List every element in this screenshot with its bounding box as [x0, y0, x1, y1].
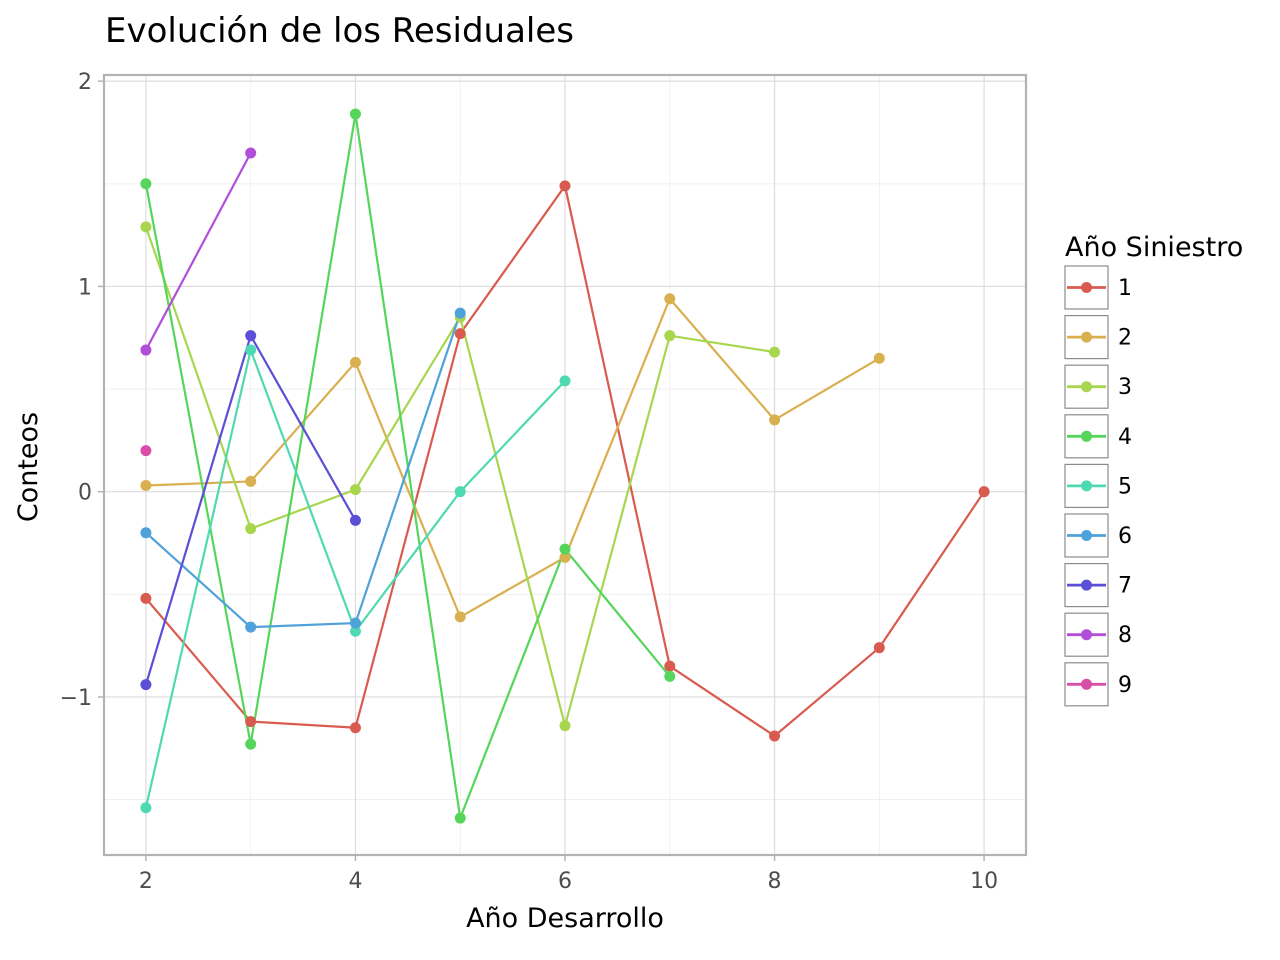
legend-label: 7 [1118, 574, 1132, 599]
data-point-series-2 [873, 352, 885, 364]
data-point-series-4 [664, 670, 676, 682]
data-point-series-7 [349, 514, 361, 526]
x-tick-label: 6 [558, 869, 572, 894]
series-line-6 [145, 312, 462, 629]
y-tick-label: 0 [78, 481, 92, 506]
legend-key-point [1081, 331, 1092, 343]
data-point-series-1 [769, 730, 781, 742]
data-point-series-4 [245, 738, 257, 750]
data-point-series-1 [454, 328, 466, 340]
data-point-series-8 [245, 147, 257, 159]
data-point-series-1 [349, 722, 361, 734]
data-point-series-1 [559, 180, 571, 192]
legend: Año Siniestro 1 2 3 4 5 6 7 8 9 [1064, 232, 1243, 707]
legend-key-point [1081, 282, 1092, 293]
chart-title: Evolución de los Residuales [105, 11, 574, 51]
legend-label: 8 [1118, 623, 1132, 648]
legend-item-6: 6 [1064, 513, 1132, 558]
data-point-series-2 [559, 551, 571, 563]
legend-label: 1 [1118, 276, 1132, 301]
legend-label: 5 [1118, 474, 1132, 499]
data-point-series-5 [349, 625, 361, 637]
legend-title: Año Siniestro [1065, 232, 1243, 263]
x-tick-label: 4 [348, 869, 362, 894]
data-point-series-8 [140, 344, 152, 356]
legend-item-1: 1 [1064, 265, 1132, 310]
data-point-series-3 [769, 346, 781, 358]
series-points [140, 108, 990, 824]
y-axis-ticks: −1 0 1 2 [60, 70, 104, 711]
data-point-series-5 [454, 486, 466, 498]
legend-item-5: 5 [1064, 463, 1132, 508]
data-point-series-6 [454, 307, 466, 319]
data-point-series-1 [664, 660, 676, 672]
legend-label: 2 [1118, 326, 1132, 351]
x-tick-label: 8 [768, 869, 782, 894]
data-point-series-3 [349, 484, 361, 496]
data-point-series-7 [140, 679, 152, 691]
legend-key-point [1081, 430, 1092, 442]
legend-label: 9 [1118, 673, 1132, 698]
legend-key-point [1081, 678, 1092, 690]
y-tick-label: −1 [60, 686, 92, 711]
legend-key-point [1081, 480, 1092, 492]
data-point-series-5 [245, 344, 257, 356]
data-point-series-2 [664, 293, 676, 305]
data-point-series-1 [978, 486, 990, 498]
legend-key-point [1081, 579, 1092, 591]
legend-item-3: 3 [1064, 364, 1132, 409]
x-tick-label: 10 [970, 869, 998, 894]
legend-item-7: 7 [1064, 562, 1132, 608]
y-axis-label: Conteos [13, 412, 44, 522]
series-line-8 [144, 152, 252, 351]
data-point-series-2 [140, 480, 152, 492]
data-point-series-1 [140, 592, 152, 604]
data-point-series-4 [559, 543, 571, 555]
legend-label: 6 [1118, 524, 1132, 549]
x-tick-label: 2 [139, 869, 153, 894]
data-point-series-4 [454, 812, 466, 824]
legend-key-point [1081, 629, 1092, 641]
data-point-series-2 [349, 356, 361, 368]
data-point-series-2 [769, 414, 781, 426]
legend-key-point [1081, 381, 1092, 393]
data-point-series-3 [664, 330, 676, 342]
data-point-series-6 [245, 621, 257, 633]
data-point-series-7 [245, 330, 257, 342]
data-point-series-3 [245, 523, 257, 535]
x-axis-label: Año Desarrollo [466, 903, 664, 934]
data-point-series-2 [245, 475, 257, 487]
data-point-series-5 [559, 375, 571, 387]
y-tick-label: 2 [78, 70, 92, 95]
y-tick-label: 1 [78, 275, 92, 300]
legend-label: 3 [1118, 375, 1132, 400]
data-point-series-9 [140, 445, 152, 457]
data-point-series-1 [245, 716, 257, 728]
data-point-series-6 [140, 527, 152, 539]
legend-item-9: 9 [1064, 662, 1132, 707]
data-point-series-2 [454, 611, 466, 623]
data-point-series-3 [559, 720, 571, 732]
data-point-series-3 [140, 221, 152, 233]
data-point-series-6 [349, 617, 361, 629]
series-line-2 [145, 296, 880, 619]
data-point-series-4 [140, 178, 152, 190]
legend-item-2: 2 [1064, 315, 1132, 360]
x-axis-ticks: 2 4 6 8 10 [139, 855, 998, 894]
legend-item-4: 4 [1064, 414, 1132, 459]
legend-items: 1 2 3 4 5 6 7 8 9 [1064, 265, 1132, 707]
data-point-series-5 [140, 802, 152, 814]
legend-label: 4 [1118, 425, 1132, 450]
legend-item-8: 8 [1064, 612, 1132, 657]
data-point-series-4 [349, 108, 361, 120]
legend-key-point [1081, 530, 1092, 541]
data-point-series-1 [873, 642, 885, 654]
